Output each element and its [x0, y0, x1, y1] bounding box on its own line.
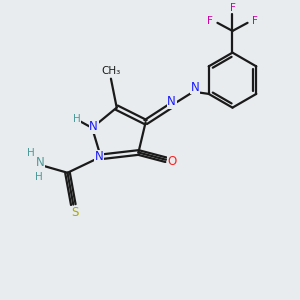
- Text: N: N: [190, 81, 199, 94]
- Text: F: F: [230, 3, 236, 13]
- Text: F: F: [252, 16, 258, 26]
- Text: H: H: [27, 148, 34, 158]
- Text: S: S: [71, 206, 78, 219]
- Text: H: H: [35, 172, 42, 182]
- Text: CH₃: CH₃: [101, 67, 121, 76]
- Text: O: O: [168, 155, 177, 168]
- Text: N: N: [36, 156, 44, 169]
- Text: N: N: [95, 150, 104, 163]
- Text: N: N: [167, 95, 176, 108]
- Text: H: H: [73, 114, 81, 124]
- Text: N: N: [89, 120, 98, 133]
- Text: F: F: [207, 16, 213, 26]
